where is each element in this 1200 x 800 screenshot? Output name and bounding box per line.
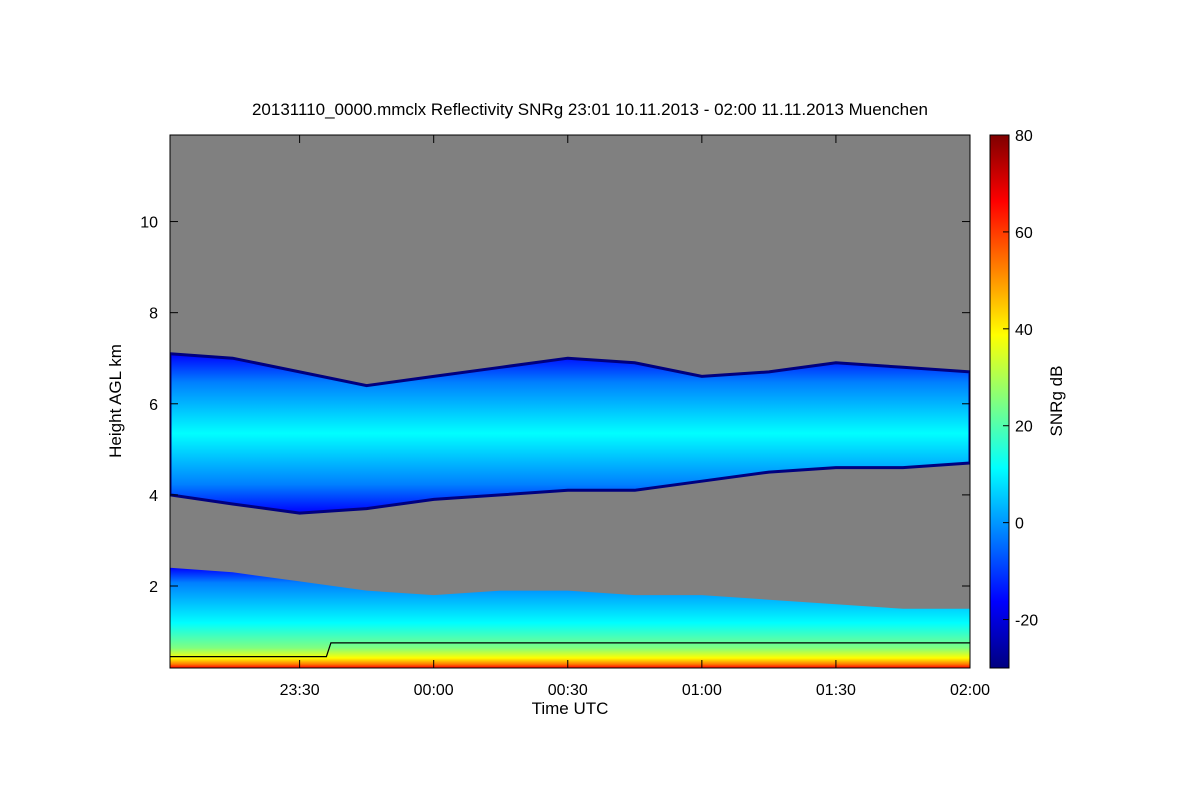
colorbar-ramp xyxy=(989,134,1010,669)
y-tick-label: 8 xyxy=(149,306,158,323)
x-axis-ticks: 23:30 00:00 00:30 01:00 01:30 02:00 xyxy=(280,135,990,699)
x-tick-label: 00:00 xyxy=(414,682,454,699)
y-tick-label: 10 xyxy=(140,215,158,232)
x-axis-title: Time UTC xyxy=(532,699,609,718)
colorbar-tick-label: 20 xyxy=(1015,419,1033,436)
colorbar-tick-label: 60 xyxy=(1015,225,1033,242)
plot-area: 23:30 00:00 00:30 01:00 01:30 02:00 2 4 6 8 10 xyxy=(140,134,990,699)
y-axis-title: Height AGL km xyxy=(106,344,125,458)
chart-title: 20131110_0000.mmclx Reflectivity SNRg 23… xyxy=(252,100,928,119)
colorbar: -20 0 20 40 60 80 SNRg dB xyxy=(989,128,1066,669)
x-tick-label: 23:30 xyxy=(280,682,320,699)
upper-cloud-edge xyxy=(170,352,970,515)
x-tick-label: 00:30 xyxy=(548,682,588,699)
y-tick-label: 2 xyxy=(149,579,158,596)
upper-cloud-echo xyxy=(170,353,970,514)
y-axis-ticks: 2 4 6 8 10 xyxy=(140,215,970,596)
y-tick-label: 6 xyxy=(149,397,158,414)
plot-frame xyxy=(169,134,971,669)
y-tick-label: 4 xyxy=(149,488,158,505)
colorbar-tick-label: 80 xyxy=(1015,128,1033,145)
colorbar-ticks: -20 0 20 40 60 80 xyxy=(1003,128,1038,630)
x-tick-label: 02:00 xyxy=(950,682,990,699)
x-tick-label: 01:00 xyxy=(682,682,722,699)
radar-echo-layers xyxy=(170,352,970,668)
colorbar-tick-label: 40 xyxy=(1015,322,1033,339)
colorbar-tick-label: -20 xyxy=(1015,613,1038,630)
colorbar-title: SNRg dB xyxy=(1047,366,1066,437)
boundary-line xyxy=(170,642,970,658)
x-tick-label: 01:30 xyxy=(816,682,856,699)
colorbar-tick-label: 0 xyxy=(1015,516,1024,533)
